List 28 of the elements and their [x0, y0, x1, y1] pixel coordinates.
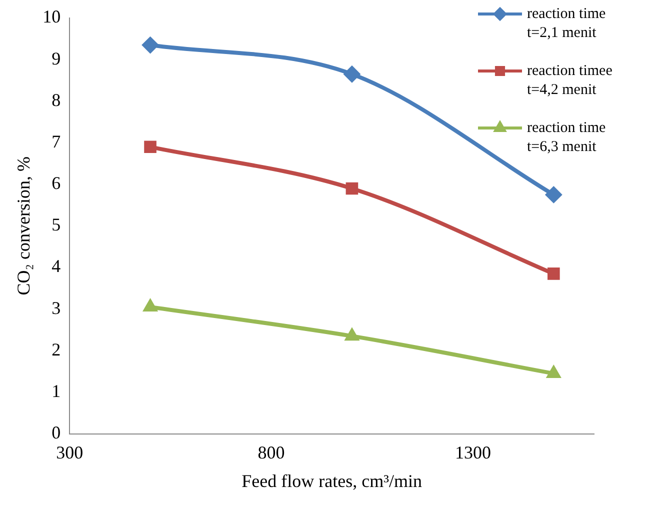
y-tick-label: 2 [52, 339, 61, 360]
y-tick-label: 0 [52, 422, 61, 443]
point [545, 186, 562, 204]
point [548, 268, 560, 280]
point [142, 36, 159, 54]
x-tick-label: 1300 [454, 442, 491, 462]
y-axis-title: CO₂ conversion, % [14, 156, 34, 296]
x-axis-title: Feed flow rates, cm³/min [242, 470, 422, 491]
x-tick-label: 300 [56, 442, 84, 462]
y-tick-label: 10 [42, 6, 61, 27]
legend-label: reaction time t=2,1 menit [527, 6, 606, 41]
y-tick-label: 8 [52, 90, 61, 110]
y-tick-label: 5 [52, 214, 61, 235]
point [346, 182, 358, 195]
point [142, 298, 158, 312]
legend-label: reaction timee t=4,2 menit [527, 62, 613, 98]
point [144, 140, 156, 154]
y-tick-label: 7 [52, 131, 61, 152]
point [343, 66, 360, 83]
y-tick-label: 9 [52, 48, 61, 68]
y-tick-label: 4 [52, 256, 61, 276]
x-tick-label: 800 [258, 442, 285, 462]
y-tick-label: 6 [52, 173, 61, 194]
y-tick-label: 1 [52, 380, 61, 401]
y-tick-label: 3 [52, 298, 61, 318]
point [546, 365, 562, 378]
point [344, 328, 360, 341]
legend-label: reaction time t=6,3 menit [527, 120, 606, 155]
